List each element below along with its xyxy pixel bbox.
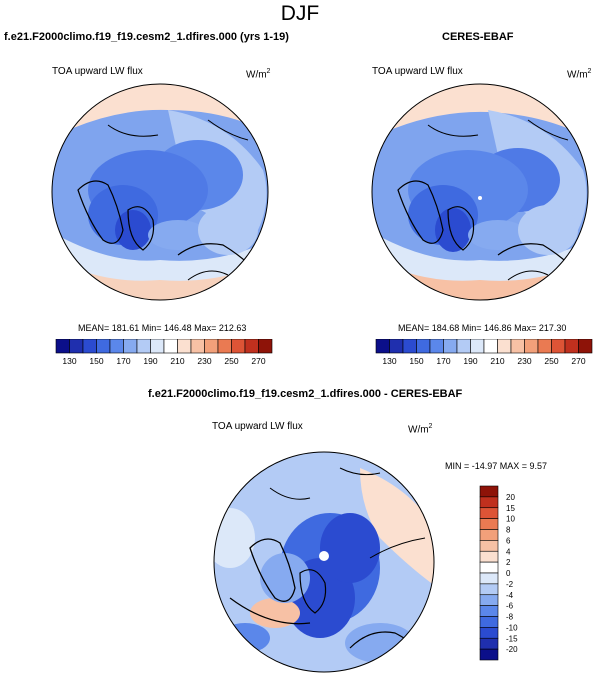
- obs-colorbar-swatch: [375, 339, 390, 354]
- obs-colorbar-tick-label: 210: [490, 356, 504, 366]
- diff-colorbar-swatch: [479, 572, 499, 585]
- model-colorbar-swatch: [55, 339, 70, 354]
- model-colorbar-swatch: [96, 339, 111, 354]
- model-colorbar-tick-label: 230: [197, 356, 211, 366]
- diff-colorbar-tick-label: -6: [506, 602, 514, 611]
- obs-colorbar-swatch: [443, 339, 458, 354]
- page-title: DJF: [280, 2, 320, 25]
- model-colorbar-swatch: [109, 339, 124, 354]
- obs-stats: MEAN= 184.68 Min= 146.86 Max= 217.30: [398, 323, 567, 333]
- model-colorbar-tick-label: 210: [170, 356, 184, 366]
- obs-panel-title: CERES-EBAF: [442, 31, 514, 43]
- diff-colorbar-tick-label: -20: [506, 645, 518, 654]
- obs-colorbar-swatch: [402, 339, 417, 354]
- obs-colorbar-swatch: [389, 339, 404, 354]
- diff-colorbar-tick-label: 0: [506, 569, 511, 578]
- model-colorbar-swatch: [136, 339, 151, 354]
- obs-colorbar: 130 150 170 190 210 230 250 270: [375, 339, 593, 366]
- obs-colorbar-tick-label: 190: [463, 356, 477, 366]
- model-colorbar-swatch: [190, 339, 205, 354]
- obs-colorbar-swatch: [470, 339, 485, 354]
- diff-colorbar-tick-label: 8: [506, 526, 511, 535]
- diff-colorbar-swatch: [479, 561, 499, 574]
- obs-units-label: W/m2: [567, 68, 592, 81]
- model-colorbar-swatch: [204, 339, 219, 354]
- model-colorbar-tick-label: 170: [116, 356, 130, 366]
- obs-colorbar-tick-label: 270: [571, 356, 585, 366]
- obs-colorbar-swatch: [510, 339, 525, 354]
- obs-colorbar-swatch: [429, 339, 444, 354]
- diff-colorbar-swatch: [479, 648, 499, 661]
- model-colorbar-swatch: [150, 339, 165, 354]
- model-colorbar: 130 150 170 190 210 230 250 270: [55, 339, 273, 366]
- diff-colorbar-swatch: [479, 627, 499, 639]
- diff-colorbar-tick-label: -2: [506, 580, 514, 589]
- diff-variable-label: TOA upward LW flux: [212, 421, 303, 432]
- diff-colorbar-tick-label: 2: [506, 558, 511, 567]
- diff-colorbar-tick-label: -10: [506, 623, 518, 632]
- diff-colorbar-tick-label: -15: [506, 634, 518, 643]
- diff-colorbar-swatch: [479, 616, 499, 628]
- obs-colorbar-tick-label: 170: [436, 356, 450, 366]
- obs-colorbar-swatch: [537, 339, 552, 354]
- obs-colorbar-swatch: [564, 339, 579, 354]
- obs-polar-map: [371, 83, 589, 301]
- diff-colorbar-swatch: [479, 637, 499, 650]
- diff-colorbar-swatch: [479, 605, 499, 617]
- model-colorbar-swatch: [231, 339, 246, 354]
- diff-units-label: W/m2: [408, 423, 433, 436]
- diff-colorbar-swatch: [479, 496, 499, 509]
- obs-colorbar-tick-label: 230: [517, 356, 531, 366]
- diff-panel-title: f.e21.F2000climo.f19_f19.cesm2_1.dfires.…: [148, 388, 463, 400]
- diff-colorbar-tick-label: 15: [506, 504, 515, 513]
- model-variable-label: TOA upward LW flux: [52, 66, 143, 77]
- model-colorbar-swatch: [258, 339, 273, 354]
- diff-colorbar-tick-label: 4: [506, 547, 511, 556]
- diff-colorbar-tick-label: 10: [506, 515, 515, 524]
- model-colorbar-swatch: [177, 339, 192, 354]
- diff-colorbar-swatch: [479, 507, 499, 519]
- obs-colorbar-swatch: [497, 339, 512, 354]
- diff-colorbar-swatch: [479, 550, 499, 563]
- diff-colorbar-swatch: [479, 485, 499, 498]
- model-stats: MEAN= 181.61 Min= 146.48 Max= 212.63: [78, 323, 247, 333]
- obs-colorbar-swatch: [483, 339, 498, 354]
- diff-polar-map: [213, 451, 435, 673]
- obs-colorbar-swatch: [456, 339, 471, 354]
- model-colorbar-tick-label: 270: [251, 356, 265, 366]
- model-colorbar-tick-label: 250: [224, 356, 238, 366]
- diff-colorbar-tick-label: -8: [506, 613, 514, 622]
- model-panel-title: f.e21.F2000climo.f19_f19.cesm2_1.dfires.…: [4, 31, 289, 43]
- obs-colorbar-tick-label: 130: [382, 356, 396, 366]
- model-polar-map: [51, 83, 269, 301]
- diff-colorbar-swatch: [479, 594, 499, 606]
- obs-colorbar-swatch: [578, 339, 593, 354]
- model-colorbar-tick-label: 190: [143, 356, 157, 366]
- model-colorbar-tick-label: 130: [62, 356, 76, 366]
- obs-colorbar-swatch: [551, 339, 566, 354]
- model-colorbar-swatch: [163, 339, 178, 354]
- model-colorbar-swatch: [82, 339, 97, 354]
- diff-colorbar-tick-label: 6: [506, 536, 511, 545]
- obs-colorbar-tick-label: 250: [544, 356, 558, 366]
- model-colorbar-swatch: [69, 339, 84, 354]
- model-colorbar-swatch: [123, 339, 138, 354]
- obs-variable-label: TOA upward LW flux: [372, 66, 463, 77]
- diff-colorbar-swatch: [479, 529, 499, 541]
- obs-colorbar-swatch: [524, 339, 539, 354]
- diff-stats: MIN = -14.97 MAX = 9.57: [445, 461, 548, 471]
- diff-colorbar-swatch: [479, 540, 499, 552]
- diff-colorbar-swatch: [479, 518, 499, 530]
- model-colorbar-swatch: [217, 339, 232, 354]
- obs-colorbar-tick-label: 150: [409, 356, 423, 366]
- diff-colorbar-tick-label: -4: [506, 591, 514, 600]
- model-units-label: W/m2: [246, 68, 271, 81]
- diff-colorbar-swatch: [479, 583, 499, 596]
- model-colorbar-swatch: [244, 339, 259, 354]
- model-colorbar-tick-label: 150: [89, 356, 103, 366]
- diff-colorbar-tick-label: 20: [506, 493, 515, 502]
- obs-colorbar-swatch: [416, 339, 431, 354]
